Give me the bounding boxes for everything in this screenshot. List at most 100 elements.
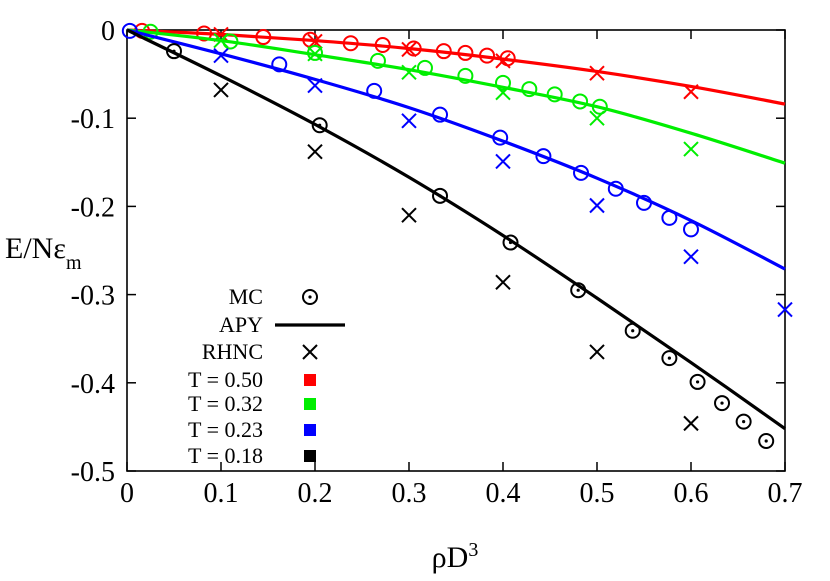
x-axis-label-base: ρD [432, 541, 469, 574]
rhnc-point [213, 47, 229, 64]
y-tick-label: -0.2 [71, 192, 115, 223]
mc-point [479, 47, 496, 64]
mc-point [735, 413, 752, 430]
legend-temp-swatch [304, 450, 316, 462]
rhnc-point [307, 77, 323, 94]
mc-point [495, 74, 511, 91]
legend-rhnc-marker [302, 344, 318, 360]
rhnc-point [213, 32, 229, 49]
rhnc-point [307, 144, 323, 160]
rhnc-point [495, 53, 511, 69]
x-tick-label: 0.3 [392, 478, 427, 509]
x-tick-label: 0.6 [674, 478, 709, 509]
rhnc-point [683, 141, 699, 157]
mc-point [573, 164, 590, 181]
mc-point [342, 35, 359, 52]
mc-point [661, 350, 678, 367]
legend-temp-swatch [304, 374, 316, 386]
rhnc-point [307, 46, 323, 62]
apy-line-3 [126, 28, 786, 430]
x-tick-label: 0 [120, 478, 134, 509]
legend-temp-label: T = 0.32 [188, 391, 263, 416]
y-tick-label: 0 [101, 16, 115, 47]
mc-point [255, 29, 272, 46]
mc-point [435, 43, 452, 60]
x-tick-label: 0.7 [768, 478, 803, 509]
mc-point [502, 234, 519, 251]
plot-area: 0 0.1 0.2 0.3 0.4 0.5 0.6 0.7 0 -0.1 -0.2 -0.3 -0.4 -… [71, 16, 803, 509]
legend-temp-label: T = 0.18 [188, 443, 263, 468]
x-axis-label: ρD3 [432, 539, 479, 574]
mc-point [432, 187, 449, 204]
series-3 [126, 28, 786, 450]
y-tick-label: -0.5 [71, 457, 115, 488]
mc-point [689, 373, 706, 390]
x-tick-label: 0.5 [580, 478, 615, 509]
mc-point [535, 148, 552, 165]
legend-label: RHNC [202, 339, 263, 364]
x-tick-label: 0.1 [204, 478, 239, 509]
mc-point [591, 98, 608, 115]
rhnc-point [307, 33, 323, 50]
mc-point [311, 117, 328, 134]
mc-point [196, 25, 213, 42]
rhnc-point [589, 197, 605, 214]
mc-point [307, 44, 323, 61]
mc-point [714, 395, 731, 412]
mc-point [624, 322, 641, 339]
plot-frame [126, 29, 786, 472]
mc-point [432, 106, 449, 123]
legend-temp-label: T = 0.50 [188, 367, 263, 392]
apy-line-1 [126, 28, 786, 165]
rhnc-point [401, 41, 417, 58]
rhnc-point [683, 248, 699, 265]
rhnc-point [683, 415, 699, 432]
rhnc-point [401, 113, 417, 129]
mc-point [636, 194, 652, 211]
rhnc-point [495, 84, 511, 101]
x-tick-label: 0.2 [298, 478, 333, 509]
mc-point [222, 33, 239, 50]
x-axis-label-sup: 3 [468, 539, 478, 561]
mc-point [570, 282, 587, 299]
data-layer [121, 22, 793, 450]
mc-point [683, 221, 699, 238]
rhnc-point [589, 344, 605, 360]
legend-temp-label: T = 0.23 [188, 417, 263, 442]
mc-point [142, 23, 159, 40]
y-tick-label: -0.3 [71, 281, 115, 312]
rhnc-point [401, 207, 417, 223]
mc-point [457, 44, 474, 61]
legend-label: MC [229, 284, 263, 309]
rhnc-point [495, 274, 511, 290]
rhnc-point [495, 153, 511, 170]
legend-label: APY [219, 312, 263, 337]
y-axis-label: E/Nεm [5, 232, 82, 274]
mc-point [457, 67, 474, 84]
mc-point [405, 40, 422, 57]
mc-point [366, 82, 383, 99]
mc-point [572, 93, 589, 110]
mc-point [166, 43, 182, 60]
mc-point [607, 180, 624, 197]
y-axis-label-sub: m [66, 252, 82, 274]
mc-point [546, 86, 563, 103]
y-axis-label-base: E/Nε [5, 232, 66, 265]
legend-temp-swatch [304, 424, 316, 436]
mc-point [121, 22, 138, 39]
mc-point [492, 129, 509, 146]
mc-point [416, 59, 433, 76]
series-2 [121, 22, 793, 318]
mc-point [374, 36, 391, 53]
rhnc-point [589, 65, 605, 81]
rhnc-point [589, 110, 605, 126]
rhnc-point [777, 301, 793, 318]
legend-mc-marker [302, 289, 318, 305]
mc-point [661, 209, 678, 226]
mc-point [521, 81, 538, 98]
y-tick-label: -0.4 [71, 369, 115, 400]
legend-temp-swatch [304, 398, 316, 410]
mc-point [758, 433, 775, 450]
